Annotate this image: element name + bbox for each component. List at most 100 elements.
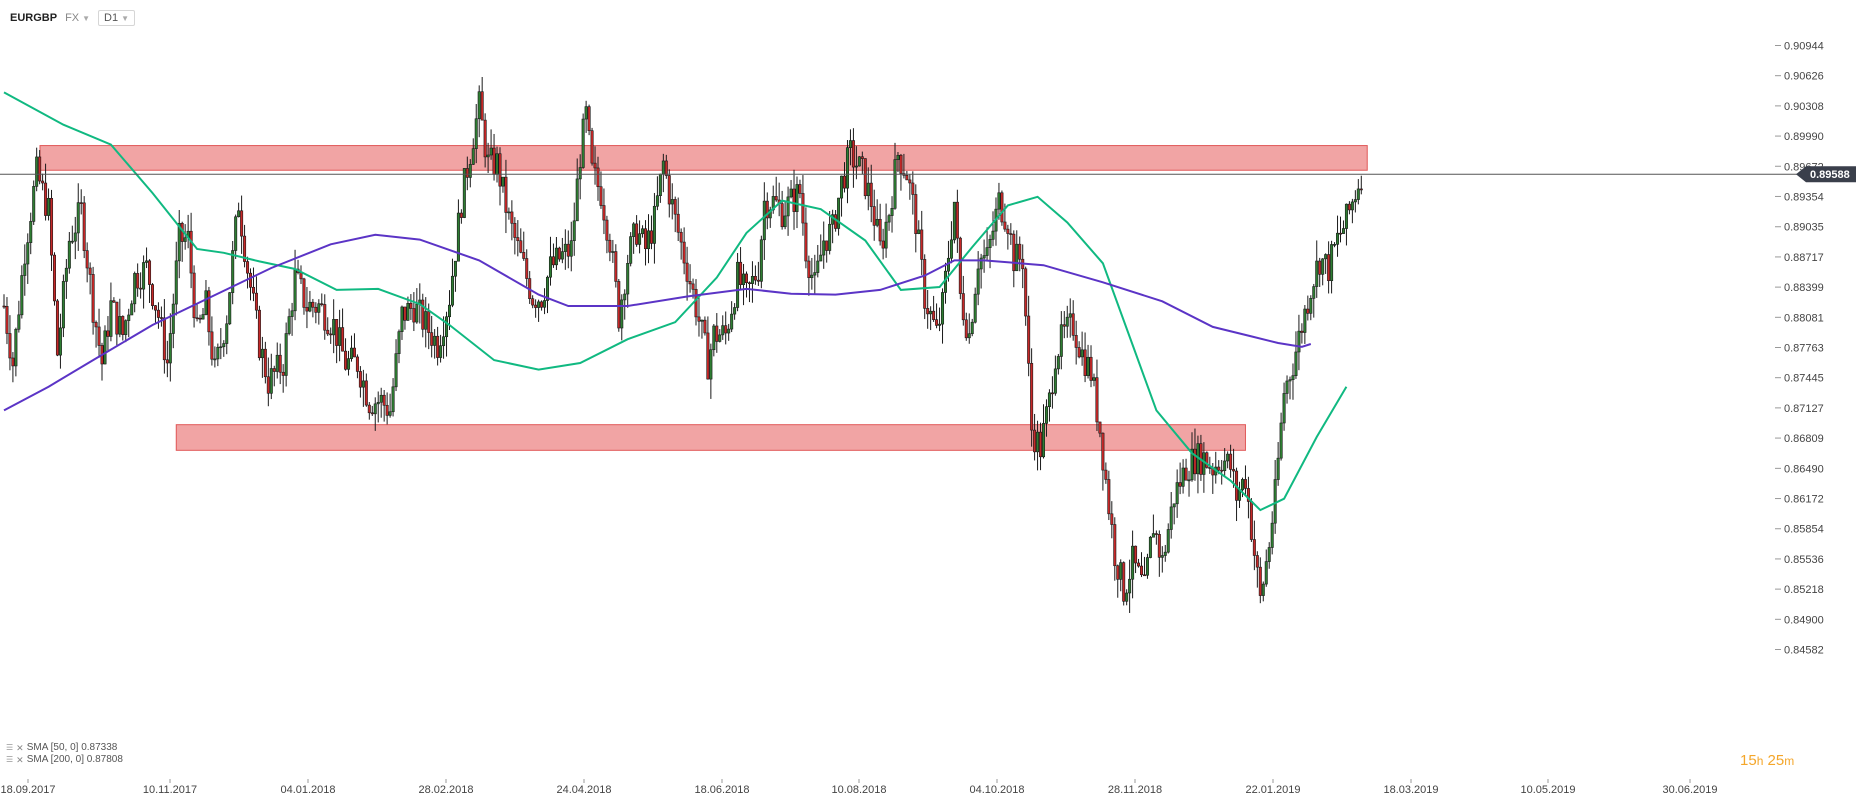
candle-bear	[246, 261, 250, 274]
candle-bear	[851, 140, 855, 168]
candle-bear	[765, 200, 769, 219]
candle-bull	[35, 156, 39, 187]
chevron-down-icon: ▼	[82, 13, 91, 23]
candle-bull	[1333, 244, 1337, 246]
y-tick-label: 0.87445	[1784, 373, 1824, 385]
candle-bear	[1347, 203, 1351, 211]
list-icon[interactable]: ☰	[6, 743, 14, 752]
close-icon[interactable]: ✕	[16, 743, 24, 753]
candle-bull	[638, 233, 642, 245]
timer-minutes-unit: m	[1784, 754, 1795, 768]
candle-bear	[961, 293, 965, 321]
candle-countdown: 15h 25m	[1740, 752, 1794, 769]
candle-bear	[153, 305, 157, 311]
close-icon[interactable]: ✕	[16, 755, 24, 765]
candle-bear	[55, 300, 59, 356]
candle-bear	[519, 240, 523, 253]
timeframe-dropdown[interactable]: D1 ▼	[98, 10, 136, 26]
candle-bear	[676, 213, 680, 233]
candle-bull	[997, 192, 1001, 210]
candle-bear	[249, 272, 253, 288]
candle-bull	[338, 327, 342, 346]
candle-bull	[127, 314, 131, 321]
candle-bull	[439, 345, 443, 358]
candle-bear	[964, 319, 968, 339]
candle-bear	[923, 259, 927, 309]
candle-bull	[1353, 199, 1357, 203]
candle-bull	[866, 182, 870, 197]
candle-bull	[887, 215, 891, 223]
candle-bear	[1101, 432, 1105, 471]
candle-bear	[1116, 565, 1120, 580]
candle-bear	[421, 299, 425, 330]
candle-bull	[750, 276, 754, 284]
candle-bear	[257, 309, 261, 359]
candle-bull	[361, 380, 365, 388]
market-label: FX	[65, 12, 80, 24]
candle-bull	[822, 240, 826, 256]
candle-bull	[293, 268, 297, 312]
candle-bear	[1232, 469, 1236, 472]
current-price-line: 0.89588	[0, 166, 1856, 183]
price-zone-2[interactable]	[175, 424, 1246, 451]
candle-bull	[768, 209, 772, 219]
candle-bear	[724, 325, 728, 334]
candle-bull	[20, 275, 24, 316]
candle-bear	[557, 247, 561, 260]
candle-bull	[1047, 392, 1051, 407]
candle-bull	[857, 156, 861, 167]
candle-bear	[492, 147, 496, 175]
candle-bear	[465, 168, 469, 178]
list-icon[interactable]: ☰	[6, 755, 14, 764]
candle-bear	[1140, 565, 1144, 576]
moving-averages	[3, 91, 1348, 512]
candle-bull	[145, 260, 149, 263]
candle-bear	[551, 256, 555, 266]
candle-bull	[1321, 258, 1325, 275]
candle-bull	[308, 301, 312, 312]
candle-bear	[409, 302, 413, 309]
candle-bull	[142, 262, 146, 290]
candle-bull	[462, 168, 466, 218]
candle-bull	[1270, 522, 1274, 548]
candle-bear	[112, 300, 116, 303]
candle-bull	[543, 300, 547, 308]
candle-bull	[670, 199, 674, 205]
candle-bull	[1276, 457, 1280, 480]
candle-bear	[1205, 452, 1209, 468]
candle-bear	[311, 301, 315, 308]
candle-bull	[486, 154, 490, 158]
candle-bear	[1300, 330, 1304, 333]
candle-bear	[635, 223, 639, 245]
candle-bear	[1110, 513, 1114, 525]
candle-bull	[1350, 201, 1354, 211]
candle-bull	[854, 165, 858, 168]
candle-bear	[617, 281, 621, 329]
candle-bear	[1243, 479, 1247, 489]
candle-bull	[1190, 448, 1194, 481]
candle-bull	[73, 232, 77, 242]
candle-bull	[1288, 379, 1292, 382]
candle-bull	[952, 201, 956, 241]
candle-bear	[522, 252, 526, 259]
market-dropdown[interactable]: FX ▼	[65, 12, 90, 24]
candle-bull	[941, 292, 945, 325]
candle-bear	[385, 404, 389, 416]
candle-bull	[103, 330, 107, 365]
time-axis: 18.09.2017 10.11.2017 04.01.2018 28.02.2018…	[0, 779, 1718, 796]
candle-bear	[1083, 349, 1087, 376]
candle-bear	[593, 162, 597, 169]
x-tick-label: 24.04.2018	[556, 784, 611, 796]
candle-bull	[213, 358, 217, 361]
symbol-label[interactable]: EURGBP	[10, 12, 58, 24]
candle-bull	[26, 242, 30, 265]
candle-bear	[207, 290, 211, 333]
candle-bear	[1113, 524, 1117, 567]
candle-bull	[234, 216, 238, 251]
candle-bull	[1297, 330, 1301, 353]
candle-bear	[1258, 566, 1262, 596]
candle-bull	[471, 148, 475, 165]
candle-bear	[1074, 335, 1078, 348]
price-zone-1[interactable]	[39, 145, 1368, 171]
